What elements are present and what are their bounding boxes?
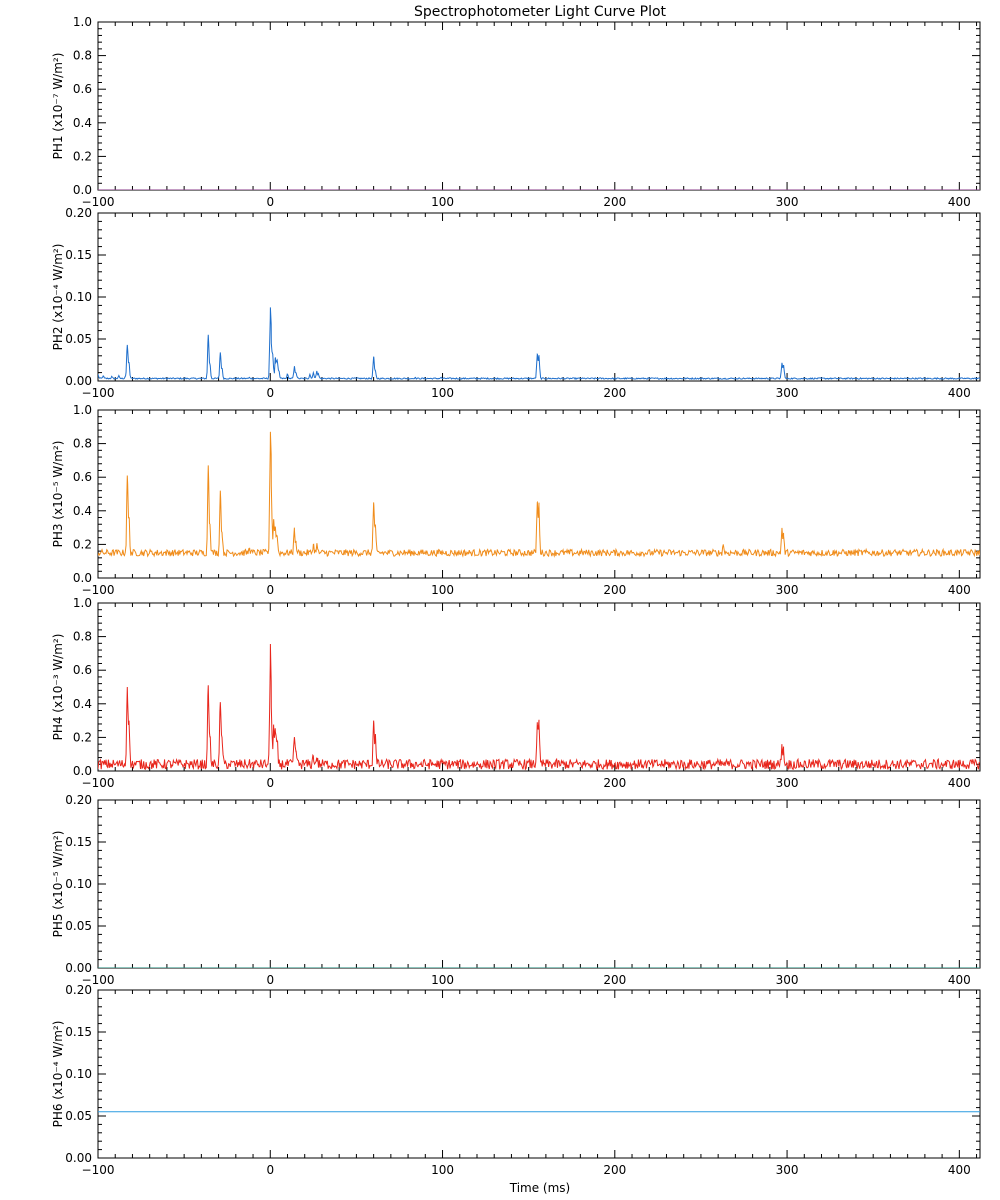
y-tick-label: 0.00 <box>65 1151 92 1165</box>
y-tick-label: 0.4 <box>73 697 92 711</box>
x-tick-label: 100 <box>431 195 454 209</box>
chart-title: Spectrophotometer Light Curve Plot <box>414 4 667 20</box>
x-tick-label: 100 <box>431 1163 454 1177</box>
panels-group: −100 0 100 200 300 400 0.0 0.2 0.4 0.6 0.8 1.0 PH1 (… <box>51 15 981 1177</box>
y-tick-label: 0.00 <box>65 961 92 975</box>
y-axis-label: PH6 (x10⁻⁴ W/m²) <box>51 1021 65 1128</box>
x-tick-label: 200 <box>603 195 626 209</box>
y-tick-label: 0.05 <box>65 332 92 346</box>
x-tick-label: 100 <box>431 386 454 400</box>
y-tick-label: 0.10 <box>65 877 92 891</box>
x-axis-label: Time (ms) <box>509 1181 571 1195</box>
panel-ph5: −100 0 100 200 300 400 0.00 0.05 0.10 0.15 0.20 PH5… <box>51 793 981 987</box>
y-axis-label: PH2 (x10⁻⁴ W/m²) <box>51 244 65 351</box>
x-tick-label: 200 <box>603 973 626 987</box>
x-tick-label: 400 <box>948 386 971 400</box>
y-tick-label: 0.05 <box>65 1109 92 1123</box>
x-tick-label: 200 <box>603 386 626 400</box>
x-tick-label: 400 <box>948 1163 971 1177</box>
x-tick-label: 300 <box>776 776 799 790</box>
panel-ph3: −100 0 100 200 300 400 0.0 0.2 0.4 0.6 0.8 1.0 PH3 (… <box>51 403 981 597</box>
y-tick-label: 0.0 <box>73 571 92 585</box>
y-tick-label: 0.4 <box>73 116 92 130</box>
x-tick-label: 400 <box>948 195 971 209</box>
y-axis-label: PH3 (x10⁻⁵ W/m²) <box>51 441 65 548</box>
y-tick-label: 0.8 <box>73 437 92 451</box>
y-axis-label: PH1 (x10⁻⁷ W/m²) <box>51 53 65 160</box>
x-tick-label: 400 <box>948 776 971 790</box>
series-line-ph2 <box>98 307 980 381</box>
y-tick-label: 0.10 <box>65 290 92 304</box>
y-tick-label: 0.00 <box>65 374 92 388</box>
x-tick-label: −100 <box>82 1163 115 1177</box>
x-tick-label: 0 <box>266 583 274 597</box>
x-tick-label: 200 <box>603 1163 626 1177</box>
x-tick-label: 0 <box>266 1163 274 1177</box>
plot-frame <box>97 989 981 1159</box>
x-tick-label: 200 <box>603 583 626 597</box>
x-tick-label: 300 <box>776 1163 799 1177</box>
x-tick-label: 200 <box>603 776 626 790</box>
x-tick-label: 0 <box>266 195 274 209</box>
x-tick-label: 300 <box>776 386 799 400</box>
y-tick-label: 0.15 <box>65 248 92 262</box>
x-tick-label: −100 <box>82 386 115 400</box>
y-tick-label: 1.0 <box>73 15 92 29</box>
x-tick-label: −100 <box>82 195 115 209</box>
y-tick-label: 0.05 <box>65 919 92 933</box>
x-tick-label: 100 <box>431 973 454 987</box>
x-tick-label: 0 <box>266 776 274 790</box>
plot-frame <box>97 409 981 579</box>
series-line-ph3 <box>98 431 980 558</box>
x-tick-label: −100 <box>82 583 115 597</box>
panel-ph4: −100 0 100 200 300 400 0.0 0.2 0.4 0.6 0.8 1.0 PH4 (… <box>51 596 981 790</box>
x-tick-label: 400 <box>948 583 971 597</box>
y-tick-label: 0.2 <box>73 149 92 163</box>
x-tick-label: 300 <box>776 583 799 597</box>
panel-ph6: −100 0 100 200 300 400 0.00 0.05 0.10 0.15 0.20 PH6… <box>51 983 981 1177</box>
y-tick-label: 1.0 <box>73 403 92 417</box>
plot-frame <box>97 21 981 191</box>
y-tick-label: 0.20 <box>65 793 92 807</box>
y-tick-label: 0.2 <box>73 730 92 744</box>
x-tick-label: 300 <box>776 195 799 209</box>
y-tick-label: 0.2 <box>73 537 92 551</box>
y-tick-label: 1.0 <box>73 596 92 610</box>
y-axis-label: PH4 (x10⁻³ W/m²) <box>51 634 65 741</box>
y-tick-label: 0.0 <box>73 183 92 197</box>
x-tick-label: 100 <box>431 776 454 790</box>
x-tick-label: 0 <box>266 386 274 400</box>
panel-ph1: −100 0 100 200 300 400 0.0 0.2 0.4 0.6 0.8 1.0 PH1 (… <box>51 15 981 209</box>
y-tick-label: 0.0 <box>73 764 92 778</box>
x-tick-label: 400 <box>948 973 971 987</box>
y-tick-label: 0.10 <box>65 1067 92 1081</box>
y-tick-label: 0.20 <box>65 983 92 997</box>
x-tick-label: −100 <box>82 973 115 987</box>
y-tick-label: 0.20 <box>65 206 92 220</box>
y-tick-label: 0.6 <box>73 663 92 677</box>
series-line-ph4 <box>98 644 980 771</box>
y-tick-label: 0.15 <box>65 835 92 849</box>
panel-ph2: −100 0 100 200 300 400 0.00 0.05 0.10 0.15 0.20 PH2… <box>51 206 981 400</box>
y-tick-label: 0.8 <box>73 49 92 63</box>
x-tick-label: 0 <box>266 973 274 987</box>
x-tick-label: 100 <box>431 583 454 597</box>
y-tick-label: 0.6 <box>73 470 92 484</box>
y-tick-label: 0.4 <box>73 504 92 518</box>
y-tick-label: 0.8 <box>73 630 92 644</box>
y-tick-label: 0.15 <box>65 1025 92 1039</box>
y-axis-label: PH5 (x10⁻⁵ W/m²) <box>51 831 65 938</box>
plot-frame <box>97 799 981 969</box>
plot-frame <box>97 602 981 772</box>
x-tick-label: −100 <box>82 776 115 790</box>
y-tick-label: 0.6 <box>73 82 92 96</box>
x-tick-label: 300 <box>776 973 799 987</box>
